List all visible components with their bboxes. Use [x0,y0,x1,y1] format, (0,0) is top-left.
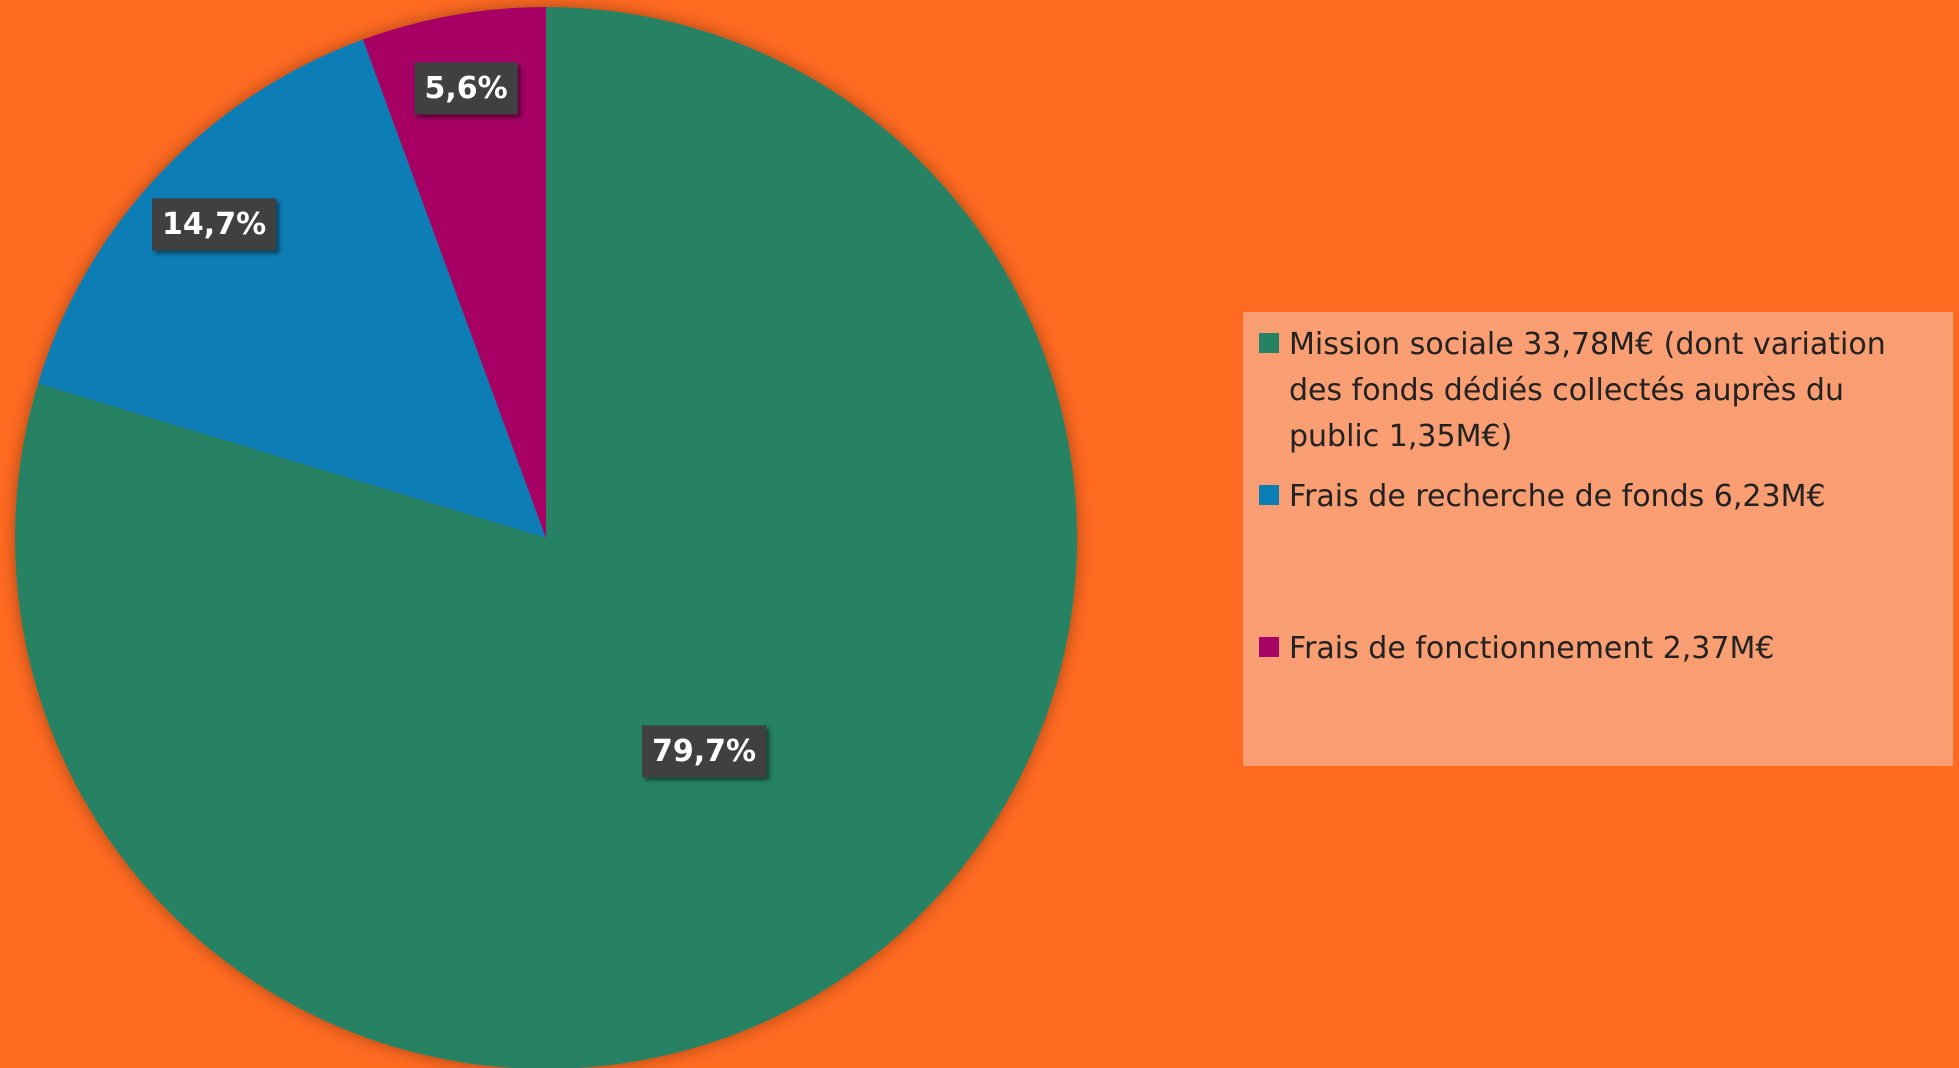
legend-entry: Frais de recherche de fonds 6,23M€ [1259,474,1939,626]
legend-label: Frais de recherche de fonds 6,23M€ [1289,479,1826,514]
legend-swatch [1259,485,1279,505]
legend-label: Mission sociale 33,78M€ (dont variation … [1289,327,1886,454]
legend-swatch [1259,333,1279,353]
legend: Mission sociale 33,78M€ (dont variation … [1243,312,1953,766]
legend-label: Frais de fonctionnement 2,37M€ [1289,631,1775,666]
pie [15,7,1077,1068]
data-label-box [414,62,518,115]
data-label-text: 5,6% [424,71,507,106]
data-label-text: 79,7% [652,734,756,769]
legend-entry: Mission sociale 33,78M€ (dont variation … [1259,322,1939,474]
pie-slice [15,7,1077,1068]
data-label-box [152,198,277,251]
data-label-box [642,725,767,778]
data-label: 5,6% [414,62,518,115]
legend-swatch [1259,637,1279,657]
data-label: 14,7% [152,198,277,251]
pie-slice [362,7,546,538]
legend-entry: Frais de fonctionnement 2,37M€ [1259,626,1939,778]
data-label: 79,7% [642,725,767,778]
data-label-text: 14,7% [162,207,266,242]
pie-slice [37,39,546,539]
data-labels: 79,7% 14,7% 5,6% [152,62,767,778]
